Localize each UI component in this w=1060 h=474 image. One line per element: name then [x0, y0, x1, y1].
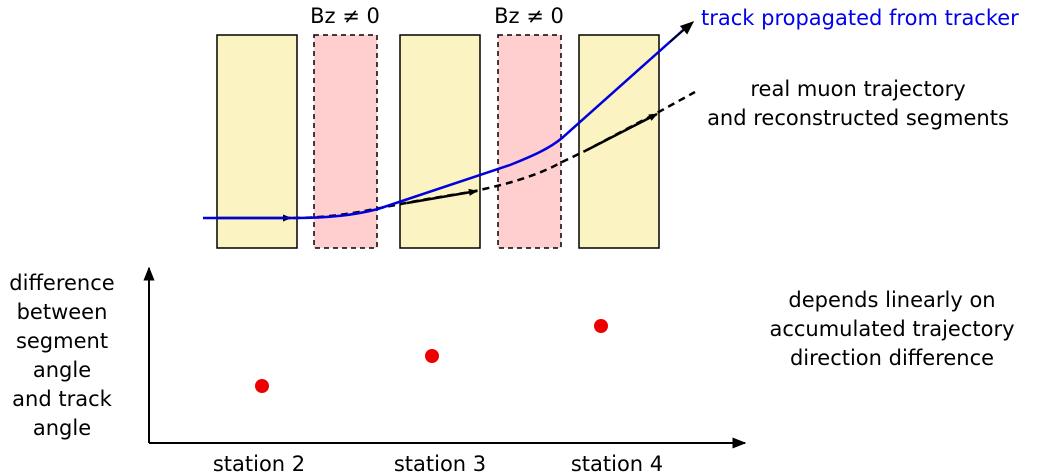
- station-block-3: [578, 34, 660, 249]
- station-block-1: [216, 34, 298, 249]
- linearity-note: depends linearly on accumulated trajecto…: [769, 288, 1014, 370]
- station-block-2: [399, 34, 481, 249]
- segment-arrow-station-2: [406, 188, 478, 205]
- station-label-3: station 3: [394, 452, 486, 474]
- tracker-track: [203, 23, 691, 220]
- segment-arrow-station-3: [586, 112, 658, 152]
- note-line-1: depends linearly on: [788, 288, 995, 312]
- field-label-2: Bz ≠ 0: [494, 4, 564, 28]
- trajectory-label-line-1: real muon trajectory: [750, 77, 965, 101]
- y-label-line-1: difference: [9, 271, 114, 295]
- plot-y-label: difference between segment angle and tra…: [9, 271, 114, 440]
- point-station-3: [425, 349, 439, 363]
- field-region-2: [497, 34, 562, 249]
- point-station-2: [255, 379, 269, 393]
- y-label-line-2: between: [17, 300, 108, 324]
- y-label-line-6: angle: [33, 416, 91, 440]
- trajectory-label-line-2: and reconstructed segments: [707, 106, 1009, 130]
- note-line-2: accumulated trajectory: [769, 317, 1014, 341]
- y-label-line-5: and track: [12, 387, 112, 411]
- track-label: track propagated from tracker: [701, 6, 1019, 30]
- station-label-4: station 4: [571, 452, 663, 474]
- y-label-line-3: segment: [16, 329, 108, 353]
- note-line-3: direction difference: [790, 346, 994, 370]
- tracker-track-arrowhead: [669, 21, 695, 43]
- field-label-1: Bz ≠ 0: [310, 4, 380, 28]
- point-station-4: [594, 319, 608, 333]
- y-label-line-4: angle: [33, 358, 91, 382]
- station-label-2: station 2: [213, 452, 305, 474]
